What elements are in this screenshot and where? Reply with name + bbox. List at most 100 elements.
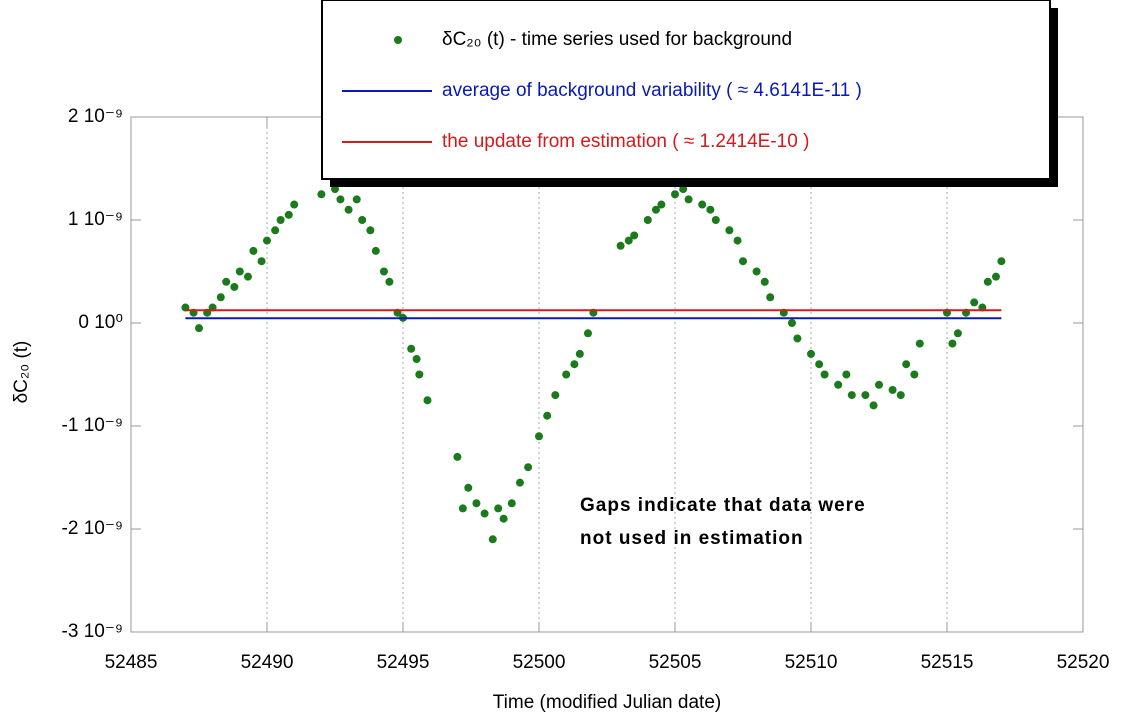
- data-point: [820, 370, 829, 379]
- data-point: [815, 360, 824, 369]
- data-point: [583, 329, 592, 338]
- data-point: [507, 499, 516, 508]
- data-point: [317, 190, 326, 199]
- y-tick-label: -1 10⁻⁹: [62, 415, 123, 436]
- data-point: [488, 535, 497, 544]
- legend-marker: [394, 36, 402, 44]
- data-point: [271, 226, 280, 235]
- annotation: not used in estimation: [580, 528, 804, 549]
- legend-label: average of background variability ( ≈ 4.…: [442, 80, 862, 101]
- legend-label: δC₂₀ (t) - time series used for backgrou…: [442, 29, 792, 50]
- data-point: [910, 370, 919, 379]
- data-point: [834, 380, 843, 389]
- y-tick-label: -3 10⁻⁹: [62, 621, 123, 642]
- annotation: Gaps indicate that data were: [580, 495, 866, 516]
- data-point: [499, 514, 508, 523]
- data-point: [543, 411, 552, 420]
- data-point: [458, 504, 467, 513]
- data-point: [423, 396, 432, 405]
- data-point: [494, 504, 503, 513]
- data-point: [983, 277, 992, 286]
- data-point: [970, 298, 979, 307]
- data-point: [407, 344, 416, 353]
- data-point: [344, 205, 353, 214]
- data-point: [358, 216, 367, 224]
- data-point: [243, 272, 252, 281]
- data-point: [739, 257, 747, 266]
- x-tick-label: 52520: [1057, 652, 1110, 673]
- data-point: [472, 499, 481, 508]
- data-point: [807, 349, 815, 358]
- x-tick-label: 52510: [785, 652, 838, 673]
- data-point: [230, 282, 239, 291]
- y-tick-label: 1 10⁻⁹: [68, 209, 123, 230]
- data-point: [948, 339, 957, 348]
- x-tick-label: 52495: [377, 652, 430, 673]
- data-point: [915, 339, 924, 348]
- data-point: [551, 391, 560, 400]
- data-point: [216, 293, 225, 302]
- data-point: [953, 329, 962, 338]
- data-point: [616, 241, 625, 250]
- x-tick-label: 52500: [513, 652, 566, 673]
- data-point: [733, 236, 742, 245]
- data-point: [575, 349, 584, 358]
- data-point: [352, 195, 361, 204]
- y-tick-label: 0 10⁰: [78, 312, 123, 333]
- data-point: [671, 190, 679, 199]
- x-tick-label: 52505: [649, 652, 702, 673]
- data-point: [679, 185, 688, 194]
- plot-frame: [130, 116, 1084, 633]
- data-point: [276, 216, 285, 224]
- legend-label: the update from estimation ( ≈ 1.2414E-1…: [442, 131, 809, 152]
- data-point: [412, 355, 421, 364]
- data-point: [752, 267, 761, 276]
- data-point: [991, 272, 1000, 281]
- data-point: [869, 401, 878, 410]
- data-point: [535, 432, 543, 441]
- y-tick-label: 2 10⁻⁹: [68, 106, 123, 127]
- data-point: [480, 509, 489, 518]
- data-point: [847, 391, 856, 400]
- data-point: [515, 478, 524, 487]
- data-point: [235, 267, 244, 276]
- data-point: [651, 205, 660, 214]
- data-point: [698, 200, 707, 209]
- data-point: [861, 391, 870, 400]
- data-point: [997, 257, 1006, 266]
- data-point: [793, 334, 802, 343]
- data-point: [524, 463, 533, 472]
- data-point: [875, 380, 883, 389]
- data-point: [195, 324, 203, 333]
- legend: [321, 0, 1051, 180]
- data-point: [371, 246, 380, 255]
- data-point: [643, 216, 652, 224]
- data-point: [657, 200, 666, 209]
- x-tick-label: 52485: [105, 652, 158, 673]
- data-point: [385, 277, 394, 286]
- data-point: [902, 360, 911, 369]
- data-point: [766, 293, 775, 302]
- data-point: [787, 319, 796, 327]
- x-axis-label: Time (modified Julian date): [493, 692, 721, 713]
- data-point: [415, 370, 424, 379]
- data-point: [896, 391, 905, 400]
- data-point: [222, 277, 231, 286]
- y-axis-label: δC₂₀ (t): [11, 341, 32, 404]
- data-point: [290, 200, 299, 209]
- data-point: [379, 267, 388, 276]
- data-point: [684, 195, 693, 204]
- data-point: [284, 210, 293, 219]
- data-point: [624, 236, 633, 245]
- data-point: [336, 195, 345, 204]
- data-point: [366, 226, 375, 235]
- data-point: [711, 216, 720, 224]
- data-point: [464, 483, 473, 492]
- data-point: [562, 370, 571, 379]
- data-point: [249, 246, 258, 255]
- x-tick-label: 52490: [241, 652, 294, 673]
- data-point: [760, 277, 769, 286]
- data-point: [630, 231, 639, 240]
